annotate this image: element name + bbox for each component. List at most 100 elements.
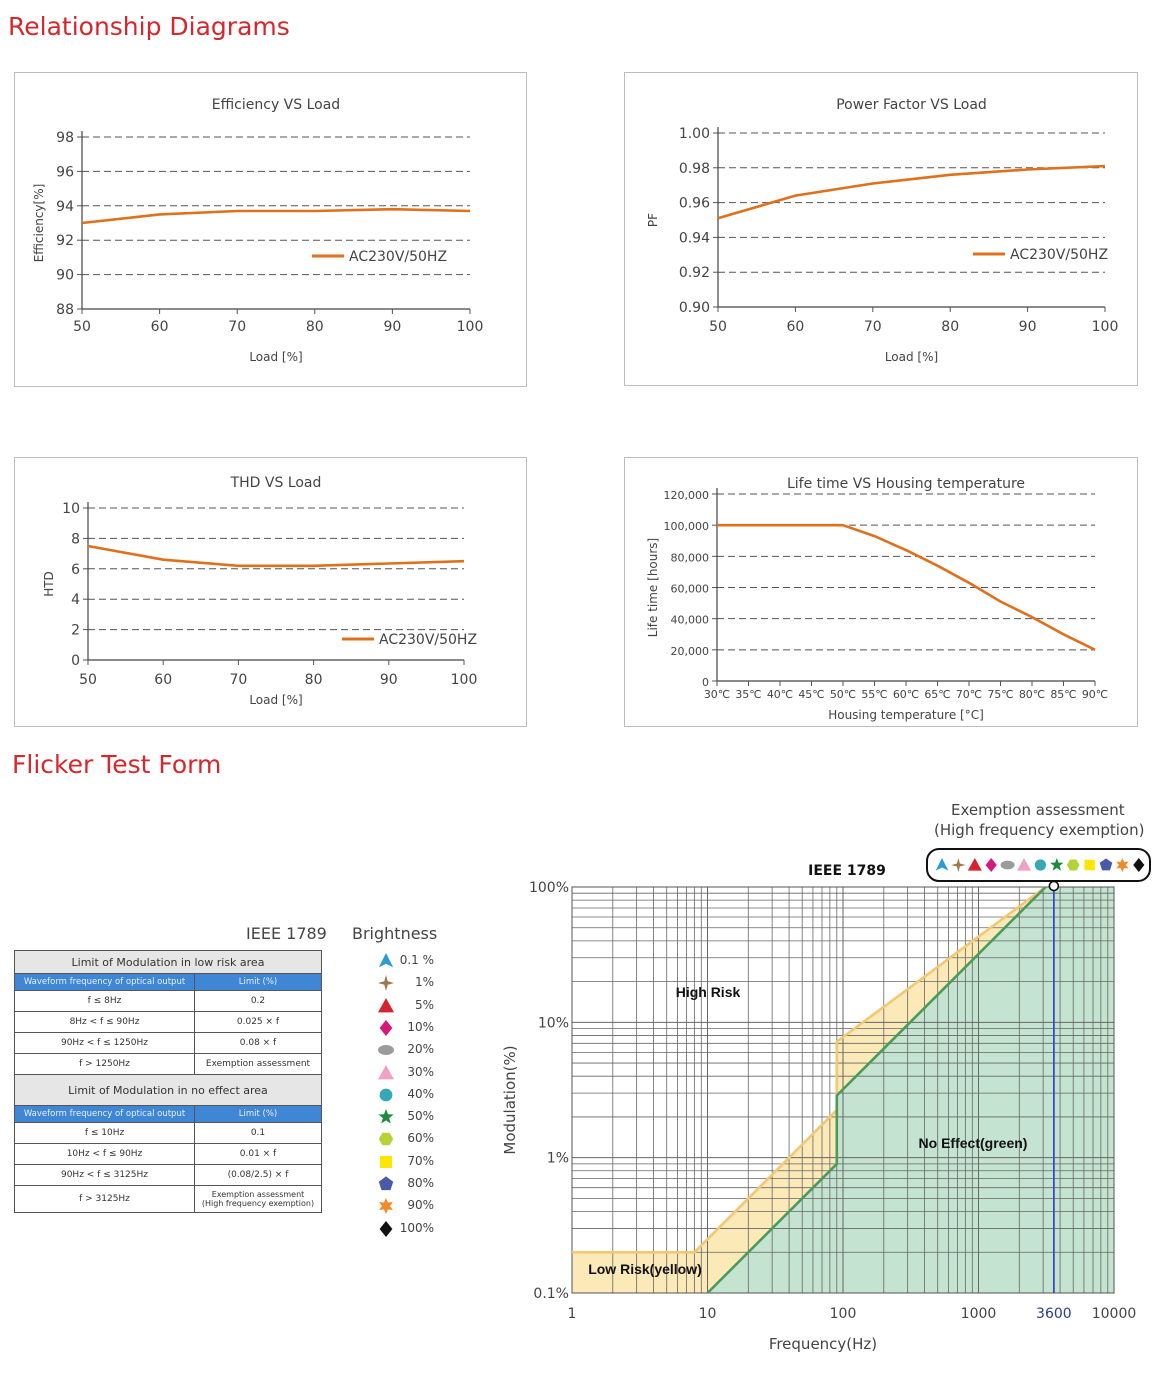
x-tick-label: 80℃: [1019, 688, 1045, 701]
y-tick-label: 0: [71, 653, 80, 669]
power-factor-chart-panel: Power Factor VS Load 0.90 0.92 0.94 0.96 0.98…: [624, 72, 1138, 386]
limit-cell: (0.08/2.5) × f: [194, 1164, 322, 1186]
y-tick-label: 10%: [538, 1015, 569, 1031]
square-icon: [1084, 859, 1095, 871]
y-tick-label: 4: [71, 592, 80, 608]
x-tick-label: 90: [380, 672, 398, 688]
y-tick-label: 10: [62, 501, 80, 517]
table-row: f > 3125Hz Exemption assessment (High freq…: [14, 1185, 322, 1213]
y-tick-label: 100%: [529, 880, 569, 896]
brightness-item: 50%: [376, 1107, 456, 1127]
brightness-marker-icon: [378, 1176, 394, 1191]
freq-cell: 90Hz < f ≤ 3125Hz: [14, 1164, 195, 1186]
x-tick-label: 80: [305, 672, 323, 688]
x-tick-label: 70: [229, 672, 247, 688]
y-tick-label: 1.00: [679, 126, 710, 142]
y-tick-label: 0.98: [679, 161, 710, 177]
x-axis-label: Load [%]: [885, 350, 938, 364]
brightness-label: 60%: [407, 1131, 434, 1146]
ieee-limits-table: Limit of Modulation in low risk area Wav…: [14, 950, 322, 1213]
hexagon-icon: [378, 1133, 394, 1146]
brightness-label: 30%: [407, 1064, 434, 1079]
freq-cell: 90Hz < f ≤ 1250Hz: [14, 1032, 195, 1054]
y-axis-label: PF: [646, 213, 660, 227]
y-tick-label: 96: [56, 164, 74, 180]
col-limit-header: Limit (%): [194, 973, 322, 991]
thd-chart: THD VS Load 0 2 4 6 8 10 50 60 70 80 90 100 Load [%] H…: [42, 475, 477, 707]
brightness-marker-icon: [378, 975, 394, 992]
frequency-marker-dot: [1048, 880, 1060, 892]
y-tick-label: 40,000: [671, 614, 710, 627]
y-tick-label: 1%: [547, 1151, 569, 1167]
ieee-header: IEEE 1789: [808, 863, 886, 879]
series-line: [81, 207, 471, 225]
freq-cell: 8Hz < f ≤ 90Hz: [14, 1011, 195, 1033]
ellipse-icon: [378, 1045, 394, 1056]
x-tick-label: 3600: [1036, 1306, 1072, 1322]
x-tick-label: 60: [786, 319, 804, 335]
x-tick-label: 65℃: [924, 688, 950, 701]
y-tick-label: 8: [71, 531, 80, 547]
x-tick-label: 50: [709, 319, 727, 335]
legend-label: AC230V/50HZ: [379, 632, 477, 648]
y-tick-label: 6: [71, 562, 80, 578]
table-row: f ≤ 8Hz 0.2: [14, 990, 322, 1012]
diamond-icon: [1133, 858, 1145, 872]
y-tick-label: 100,000: [664, 520, 710, 533]
flicker-chart: 1 10 100 1000 3600 10000 0.1% 1% 10% 100% Frequenc…: [501, 848, 1151, 1353]
x-tick-label: 1000: [961, 1306, 997, 1322]
plot-border: [571, 886, 1115, 1294]
x-tick-label: 35℃: [735, 688, 761, 701]
flicker-heading: Flicker Test Form: [12, 750, 222, 779]
y-tick-label: 90: [56, 268, 74, 284]
table-row: 8Hz < f ≤ 90Hz 0.025 × f: [14, 1011, 322, 1033]
star6-icon: [1116, 858, 1129, 872]
y-tick-label: 0.94: [679, 230, 710, 246]
low-risk-title: Limit of Modulation in low risk area: [14, 950, 322, 974]
brightness-marker-icon: [378, 1045, 394, 1056]
brightness-label: 70%: [407, 1153, 434, 1168]
brightness-marker-icon: [379, 1019, 393, 1036]
limit-line: Exemption assessment: [211, 1190, 305, 1199]
brightness-label: 10%: [407, 1019, 434, 1034]
brightness-marker-icon: [378, 1064, 394, 1079]
chart-title: Efficiency VS Load: [212, 97, 340, 113]
y-tick-label: 0.96: [679, 196, 710, 212]
y-tick-label: 0.92: [679, 265, 710, 281]
brightness-label: 50%: [407, 1109, 434, 1124]
y-tick-label: 88: [56, 302, 74, 318]
efficiency-chart: Efficiency VS Load 88 90 92 94 96 98 50 60 70 80 90…: [32, 97, 483, 364]
y-tick-label: 0.1%: [533, 1286, 569, 1302]
series-line: [87, 544, 465, 568]
ieee-table-title: IEEE 1789: [246, 924, 327, 943]
star4-icon: [378, 975, 394, 992]
relationship-heading: Relationship Diagrams: [8, 12, 290, 41]
brightness-marker-icon: [378, 953, 394, 968]
pentagon-icon: [378, 1176, 394, 1191]
y-tick-label: 92: [56, 233, 74, 249]
brightness-item: 30%: [376, 1063, 456, 1083]
y-tick-label: 120,000: [664, 489, 710, 502]
x-tick-label: 80: [941, 319, 959, 335]
series-line: [717, 523, 1096, 651]
pentagon-icon: [1099, 858, 1113, 871]
table-row: 90Hz < f ≤ 3125Hz (0.08/2.5) × f: [14, 1164, 322, 1186]
x-tick-label: 60: [151, 319, 169, 335]
no-effect-label: No Effect(green): [919, 1135, 1028, 1151]
brightness-label: 5%: [414, 997, 434, 1012]
brightness-marker-icon: [378, 1133, 394, 1146]
x-tick-label: 100: [1092, 319, 1119, 335]
y-axis-label: HTD: [42, 571, 56, 597]
brightness-item: 70%: [376, 1152, 456, 1172]
x-axis-label: Housing temperature [°C]: [828, 708, 984, 722]
brightness-item: 10%: [376, 1018, 456, 1038]
brightness-label: 20%: [407, 1042, 434, 1057]
circle-icon: [379, 1088, 393, 1102]
brightness-item: 1%: [376, 973, 456, 993]
col-frequency-header: Waveform frequency of optical output: [14, 973, 195, 991]
tent-icon: [935, 858, 949, 871]
freq-cell: f > 1250Hz: [14, 1053, 195, 1075]
diamond-icon: [379, 1019, 393, 1036]
star5-icon: [378, 1109, 394, 1124]
brightness-label: 1%: [414, 975, 434, 990]
